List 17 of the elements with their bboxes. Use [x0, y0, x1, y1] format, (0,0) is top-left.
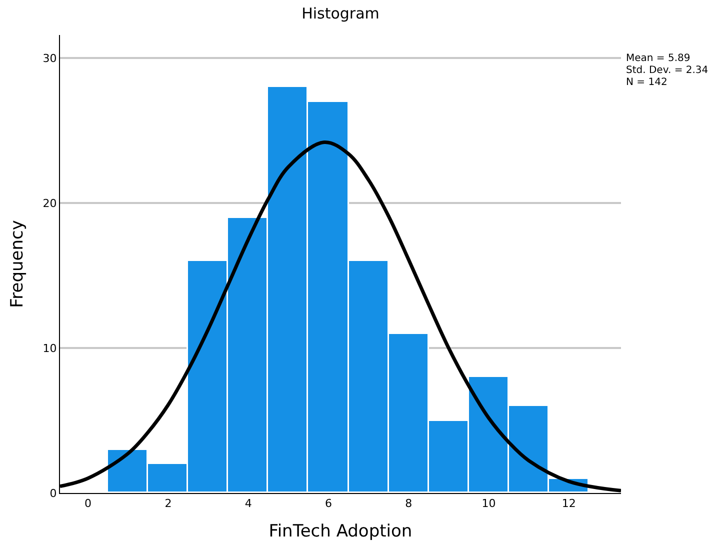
x-tick-label: 8 [405, 497, 412, 510]
y-tick-label: 0 [50, 486, 57, 500]
text: Std. Dev. = 2.34 [626, 65, 708, 76]
x-tick-label: 2 [164, 497, 172, 510]
chart-title: Histogram [302, 4, 380, 23]
x-tick-label: 12 [562, 497, 576, 510]
text: Mean = 5.89 [626, 53, 690, 64]
x-tick-label: 6 [324, 497, 332, 510]
x-axis-title: FinTech Adoption [268, 522, 412, 542]
y-tick-label: 10 [42, 342, 57, 355]
y-tick-label: 20 [42, 196, 57, 210]
x-tick-label: 4 [244, 497, 252, 510]
x-tick-label: 10 [482, 497, 496, 510]
text: N = 142 [626, 77, 668, 88]
y-tick-label: 30 [42, 52, 57, 66]
y-axis-title: Frequency [7, 220, 28, 308]
x-tick-label: 0 [84, 497, 92, 510]
